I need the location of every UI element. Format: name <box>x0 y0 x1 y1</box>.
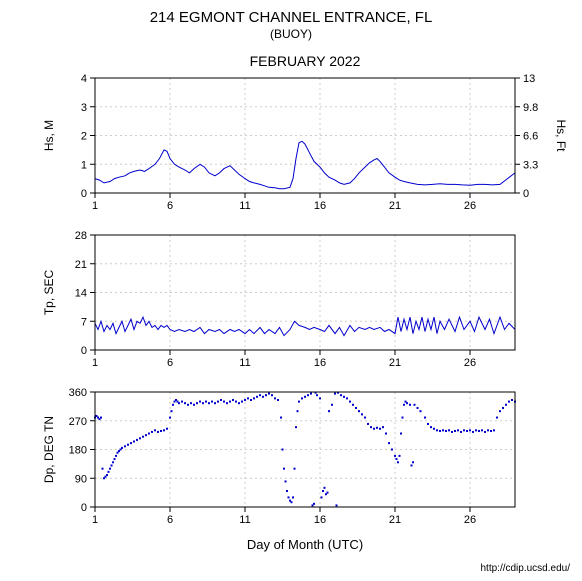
xtick-label: 1 <box>92 200 98 212</box>
ytick-label-right: 6.6 <box>523 131 538 143</box>
subtitle: (BUOY) <box>270 27 312 41</box>
main-title: 214 EGMONT CHANNEL ENTRANCE, FL <box>150 9 433 26</box>
ytick-label: 0 <box>81 345 87 357</box>
xtick-label: 16 <box>314 357 326 369</box>
data-line-0 <box>95 141 515 188</box>
xtick-label: 11 <box>239 357 250 369</box>
xtick-label: 26 <box>464 514 476 526</box>
ytick-label: 21 <box>75 259 87 271</box>
ytick-label: 360 <box>69 387 87 399</box>
xtick-label: 21 <box>389 357 401 369</box>
ytick-label: 270 <box>69 416 87 428</box>
xtick-label: 16 <box>314 200 326 212</box>
chart-svg: 214 EGMONT CHANNEL ENTRANCE, FL(BUOY) FEB… <box>0 0 582 581</box>
ytick-label: 14 <box>75 288 87 300</box>
ytick-label: 1 <box>81 159 87 171</box>
xtick-label: 6 <box>167 514 173 526</box>
ytick-label: 0 <box>81 502 87 514</box>
xtick-label: 6 <box>167 200 173 212</box>
ylabel-left-1: Tp, SEC <box>42 270 56 316</box>
ytick-label-right: 3.3 <box>523 159 538 171</box>
ytick-label-right: 0 <box>523 188 529 200</box>
ylabel-right: Hs, Ft <box>554 120 568 153</box>
xaxis-label: Day of Month (UTC) <box>247 537 363 552</box>
xtick-label: 11 <box>239 514 250 526</box>
xtick-label: 11 <box>239 200 250 212</box>
data-line-1 <box>95 317 515 336</box>
ytick-label: 2 <box>81 131 87 143</box>
xtick-label: 26 <box>464 357 476 369</box>
xtick-label: 26 <box>464 200 476 212</box>
ytick-label-right: 13 <box>523 73 535 85</box>
footer-url: http://cdip.ucsd.edu/ <box>480 563 570 574</box>
ylabel-left-2: Dp, DEG TN <box>42 416 56 483</box>
ytick-label: 180 <box>69 445 87 457</box>
xtick-label: 6 <box>167 357 173 369</box>
ytick-label-right: 9.8 <box>523 102 538 114</box>
chart-container: { "header": { "title": "214 EGMONT CHANN… <box>0 0 582 581</box>
month-title: FEBRUARY 2022 <box>250 53 361 69</box>
ytick-label: 3 <box>81 102 87 114</box>
ytick-label: 4 <box>81 73 87 85</box>
xtick-label: 16 <box>314 514 326 526</box>
xtick-label: 1 <box>92 357 98 369</box>
xtick-label: 21 <box>389 200 401 212</box>
ylabel-left-0: Hs, M <box>42 120 56 151</box>
xtick-label: 21 <box>389 514 401 526</box>
xtick-label: 1 <box>92 514 98 526</box>
ytick-label: 7 <box>81 316 87 328</box>
ytick-label: 28 <box>75 230 87 242</box>
ytick-label: 90 <box>75 473 87 485</box>
ytick-label: 0 <box>81 188 87 200</box>
